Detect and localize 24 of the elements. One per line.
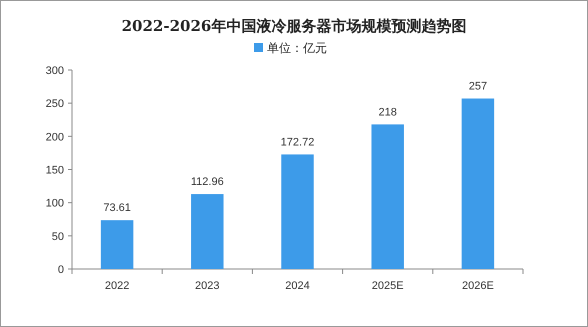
bar: [462, 98, 494, 269]
y-tick-label: 50: [52, 230, 64, 243]
y-tick-label: 100: [46, 198, 64, 210]
data-label: 218: [378, 106, 397, 118]
chart-title: 2022-2026年中国液冷服务器市场规模预测趋势图: [122, 17, 466, 35]
y-tick-label: 150: [46, 164, 64, 176]
data-label: 112.96: [190, 176, 224, 188]
bar: [281, 154, 314, 269]
y-tick-label: 250: [46, 98, 64, 110]
x-tick-label: 2025E: [372, 280, 404, 292]
bar: [371, 124, 404, 269]
data-label: 172.72: [280, 136, 314, 148]
x-tick-label: 2023: [195, 280, 220, 292]
data-label: 73.61: [103, 202, 131, 214]
x-tick-label: 2022: [104, 280, 130, 292]
y-tick-label: 0: [58, 264, 64, 276]
y-tick-label: 200: [46, 131, 64, 144]
y-tick-label: 300: [46, 65, 64, 77]
bar: [191, 194, 224, 269]
bar: [100, 220, 134, 269]
data-label: 257: [468, 80, 488, 93]
legend-label: 单位：亿元: [267, 41, 327, 55]
x-tick-label: 2026E: [462, 280, 494, 292]
x-tick-label: 2024: [285, 280, 310, 292]
